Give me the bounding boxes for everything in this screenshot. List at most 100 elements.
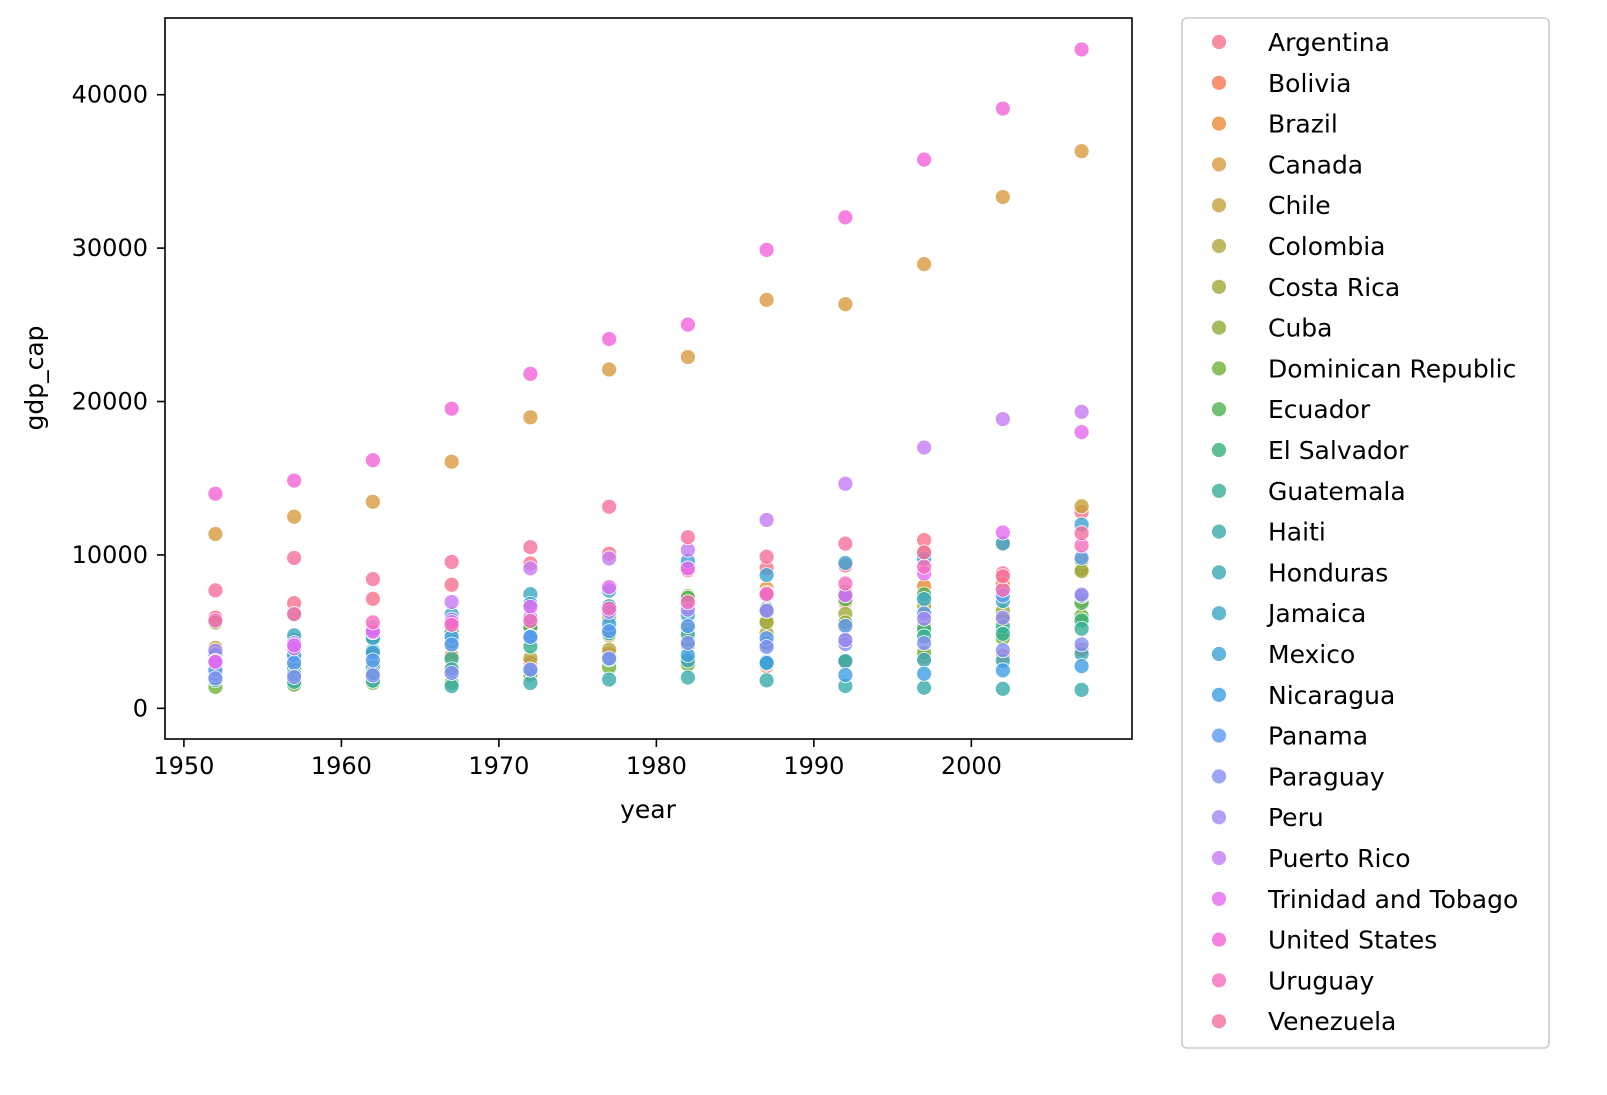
legend-label: United States (1268, 926, 1437, 955)
legend-item: Chile (1211, 191, 1331, 220)
data-point (916, 256, 933, 273)
legend-label: Puerto Rico (1268, 844, 1411, 873)
data-point (522, 598, 539, 615)
x-tick-label: 1970 (468, 752, 529, 780)
data-point (679, 618, 696, 635)
legend-label: Chile (1268, 191, 1331, 220)
legend-label: Trinidad and Tobago (1267, 885, 1518, 914)
data-point (1073, 681, 1090, 698)
data-point (207, 582, 224, 599)
data-point (837, 632, 854, 649)
legend-item: Guatemala (1211, 477, 1406, 506)
data-point (443, 576, 460, 593)
data-point (443, 453, 460, 470)
data-point (916, 439, 933, 456)
data-point (522, 365, 539, 382)
legend-label: Panama (1268, 722, 1368, 751)
data-point (916, 544, 933, 561)
legend-marker (1211, 278, 1227, 295)
data-point (994, 411, 1011, 427)
data-point (679, 316, 696, 333)
data-point (1073, 563, 1090, 579)
data-point (916, 151, 933, 168)
data-point (601, 600, 618, 617)
legend-marker (1211, 360, 1227, 377)
legend-item: United States (1211, 926, 1437, 955)
data-point (994, 642, 1011, 659)
data-point (679, 635, 696, 651)
legend-marker (1211, 768, 1227, 785)
data-point (443, 554, 460, 570)
data-point (916, 610, 933, 627)
legend-marker (1211, 401, 1227, 418)
data-point (1073, 424, 1090, 440)
legend-label: Colombia (1268, 232, 1385, 261)
legend-marker (1211, 890, 1227, 907)
x-tick-label: 1990 (783, 752, 844, 780)
data-point (1073, 636, 1090, 653)
data-point (286, 637, 303, 654)
legend-item: Cuba (1211, 314, 1333, 343)
legend-marker (1211, 809, 1227, 826)
data-point (364, 571, 381, 588)
data-point (207, 654, 224, 670)
legend-item: Mexico (1211, 640, 1355, 669)
legend-item: Uruguay (1211, 966, 1374, 995)
legend-marker (1211, 319, 1227, 336)
data-point (364, 667, 381, 684)
data-point (916, 651, 933, 668)
data-point (994, 581, 1011, 598)
legend-item: Brazil (1211, 110, 1338, 139)
legend-frame (1181, 17, 1550, 1049)
legend-marker (1211, 115, 1227, 132)
legend-item: Puerto Rico (1211, 844, 1411, 873)
plot-frame (164, 17, 1133, 740)
data-point (837, 555, 854, 571)
y-tick-label: 40000 (72, 81, 148, 109)
legend-item: Ecuador (1211, 395, 1371, 424)
data-point (601, 550, 618, 567)
data-point (443, 616, 460, 633)
legend-label: Mexico (1268, 640, 1355, 669)
legend-label: Costa Rica (1268, 273, 1400, 302)
legend-item: Nicaragua (1211, 681, 1395, 710)
legend-marker (1211, 646, 1227, 662)
legend-marker (1211, 74, 1227, 91)
data-point (364, 452, 381, 469)
legend-label: Brazil (1268, 110, 1338, 139)
data-point (837, 667, 854, 683)
data-point (679, 529, 696, 546)
y-axis: 0 10000 20000 30000 40000 (72, 81, 165, 722)
x-axis-label: year (620, 795, 676, 824)
data-point (758, 672, 775, 689)
legend-label: Venezuela (1268, 1007, 1396, 1036)
data-point (758, 548, 775, 565)
data-point (758, 567, 775, 583)
data-point (286, 472, 303, 489)
data-point (1073, 525, 1090, 542)
data-point (522, 629, 539, 645)
legend-item: Haiti (1211, 518, 1326, 547)
legend-marker (1211, 523, 1227, 540)
data-point (994, 100, 1011, 117)
data-point (994, 609, 1011, 626)
data-point (601, 579, 618, 596)
data-point (601, 650, 618, 667)
legend-label: El Salvador (1268, 436, 1409, 465)
legend-marker (1211, 1013, 1227, 1030)
data-point (758, 602, 775, 619)
data-point (522, 409, 539, 426)
data-point (207, 612, 224, 629)
data-point (286, 606, 303, 622)
data-point (601, 361, 618, 378)
data-point (837, 575, 854, 592)
legend-marker (1211, 34, 1227, 50)
legend-item: Jamaica (1211, 599, 1366, 628)
data-point (758, 639, 775, 655)
data-point (522, 661, 539, 678)
data-point (837, 296, 854, 313)
data-point (364, 493, 381, 510)
data-point (837, 653, 854, 669)
data-point (916, 635, 933, 652)
data-point (522, 560, 539, 577)
